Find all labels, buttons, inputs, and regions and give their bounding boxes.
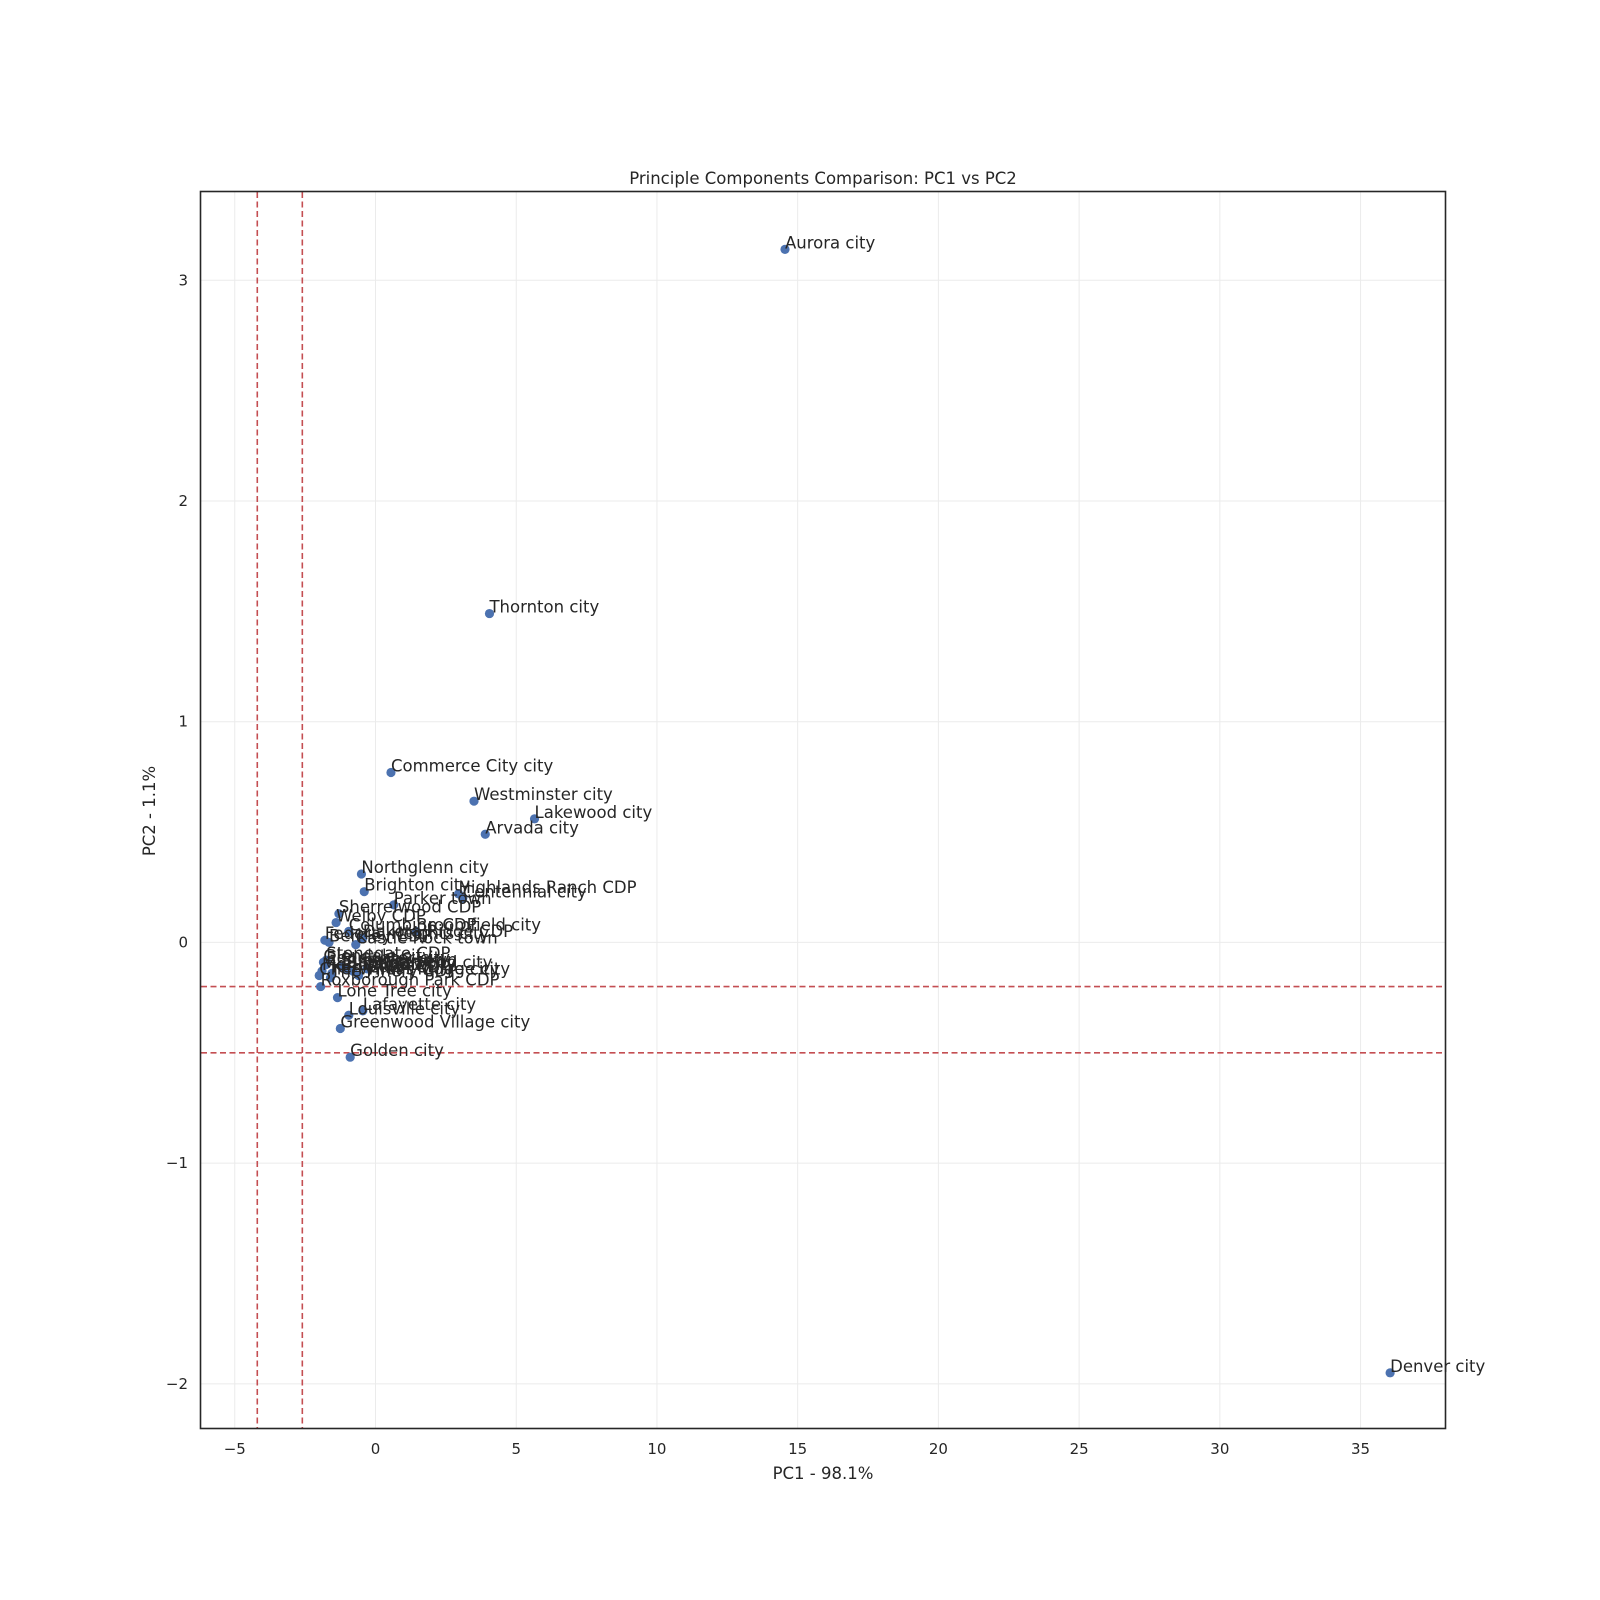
data-point-label: Berkley CDP xyxy=(329,926,431,945)
data-point-label: Stonegate CDP xyxy=(326,944,450,963)
data-point xyxy=(469,796,479,806)
y-tick-label: 1 xyxy=(178,713,188,731)
data-point xyxy=(480,829,490,839)
point-labels: Aurora city Thornton city Commerce City ci… xyxy=(319,233,1485,1375)
data-point-label: Wheat Ridge city xyxy=(359,960,500,979)
data-point xyxy=(344,1010,354,1020)
data-point xyxy=(334,909,344,919)
data-point-label: Aurora city xyxy=(785,233,876,252)
data-point xyxy=(386,767,396,778)
data-point-label: Lone Tree city xyxy=(338,982,453,1001)
data-points xyxy=(314,244,1395,1378)
data-point-label: Westminster city xyxy=(474,785,613,804)
data-point-label: Arvada city xyxy=(485,818,579,837)
plot-frame xyxy=(199,190,1447,1430)
data-point-label: Northglenn city xyxy=(361,858,489,877)
data-point xyxy=(331,917,341,928)
data-point xyxy=(356,869,367,879)
data-point-label: Lakewood city xyxy=(535,803,653,822)
data-point-label: Superior town xyxy=(342,951,458,970)
x-tick-label: −5 xyxy=(224,1440,246,1458)
x-tick-label: 15 xyxy=(788,1440,807,1458)
data-point xyxy=(351,940,361,950)
x-tick-label: 0 xyxy=(371,1440,381,1458)
y-axis-ticks: −2 −1 0 1 2 3 xyxy=(166,271,188,1393)
x-tick-label: 30 xyxy=(1210,1440,1229,1458)
data-point-label: Thornton city xyxy=(488,598,599,617)
data-point-label: Denver city xyxy=(1390,1357,1485,1376)
data-point xyxy=(345,1052,355,1062)
data-point xyxy=(321,955,331,965)
data-point-label: Commerce City city xyxy=(391,756,554,775)
x-tick-label: 10 xyxy=(647,1440,666,1458)
x-tick-label: 35 xyxy=(1351,1440,1370,1458)
y-tick-label: 0 xyxy=(178,933,188,951)
data-point xyxy=(484,608,495,619)
x-axis-ticks: −5 0 5 10 15 20 25 30 35 xyxy=(224,1440,1370,1458)
data-point-label: Glendale city xyxy=(323,946,432,965)
data-point-label: Lafayette city xyxy=(363,995,477,1014)
data-point-label: The Pinery CDP xyxy=(329,962,457,981)
x-tick-label: 20 xyxy=(929,1440,948,1458)
grid xyxy=(201,192,1445,1428)
data-point-label: Ken Caryl CDP xyxy=(332,957,450,976)
data-point xyxy=(362,964,372,974)
data-point-label: Highlands Ranch CDP xyxy=(459,878,637,897)
data-point xyxy=(358,1006,368,1016)
data-point-label: Golden city xyxy=(350,1041,444,1060)
data-point-label: Brighton city xyxy=(364,876,470,895)
data-point xyxy=(529,814,540,824)
data-point-label: Welby CDP xyxy=(336,907,426,926)
data-point xyxy=(324,937,334,948)
data-point-label: Louisville city xyxy=(349,999,461,1018)
data-point xyxy=(389,900,399,910)
data-point xyxy=(358,933,368,943)
y-tick-label: −1 xyxy=(166,1154,188,1172)
y-tick-label: −2 xyxy=(166,1375,188,1393)
data-point xyxy=(411,926,421,936)
data-point-label: Dakota Ridge CDP xyxy=(363,922,513,941)
data-point-label: Parker town xyxy=(394,889,492,908)
data-point-label: Sheridan city xyxy=(347,953,456,972)
data-point xyxy=(344,926,354,936)
reference-lines xyxy=(201,192,1445,1428)
data-point xyxy=(780,244,790,254)
data-point-label: Federal Heights city xyxy=(325,924,490,943)
chart-title: Principle Components Comparison: PC1 vs … xyxy=(629,169,1017,188)
data-point xyxy=(317,966,327,976)
y-tick-label: 3 xyxy=(178,271,188,289)
data-point xyxy=(354,970,364,981)
data-point-label: Meridian CDP xyxy=(322,955,433,974)
data-point xyxy=(325,973,336,983)
data-point xyxy=(332,993,343,1003)
data-point-label: Roxborough Park CDP xyxy=(321,971,500,990)
y-tick-label: 2 xyxy=(178,492,188,510)
data-point xyxy=(458,893,468,903)
x-tick-label: 5 xyxy=(511,1440,521,1458)
data-point xyxy=(316,981,326,992)
data-point-label: Greenwood Village city xyxy=(340,1013,530,1032)
data-point xyxy=(1385,1368,1395,1378)
y-axis-label: PC2 - 1.1% xyxy=(140,766,159,856)
data-point-label: Cherry Hills Village city xyxy=(319,960,510,979)
data-point-label: Sherrelwood CDP xyxy=(339,898,481,917)
x-axis-label: PC1 - 98.1% xyxy=(773,1464,874,1483)
data-point-label: Littleton city xyxy=(353,955,457,974)
data-point-label: Broomfield city xyxy=(416,915,541,934)
x-tick-label: 25 xyxy=(1070,1440,1089,1458)
data-point xyxy=(359,887,369,897)
data-point-label: Columbine CDP xyxy=(349,915,477,934)
data-point-label: Englewood city xyxy=(367,953,493,972)
data-point-label: Castle Rock town xyxy=(356,929,498,948)
data-point xyxy=(335,1023,345,1034)
data-point-label: Centennial city xyxy=(463,882,587,901)
data-point-label: Edgewater city xyxy=(326,949,450,968)
